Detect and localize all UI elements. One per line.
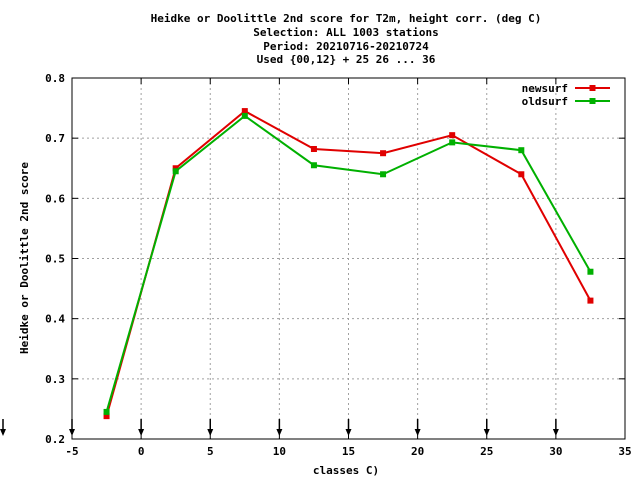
arrow-marker-head (345, 429, 352, 436)
legend-label-newsurf: newsurf (522, 82, 568, 95)
data-series (103, 108, 594, 420)
legend-label-oldsurf: oldsurf (522, 95, 568, 108)
y-tick-label: 0.3 (45, 373, 65, 386)
arrow-marker-head (138, 429, 145, 436)
x-tick-label: 0 (138, 445, 145, 458)
y-tick-label: 0.6 (45, 192, 65, 205)
x-tick-label: 35 (618, 445, 631, 458)
data-point-oldsurf (518, 147, 525, 154)
title-line-3: Period: 20210716-20210724 (263, 40, 429, 53)
arrow-marker-head (69, 429, 75, 436)
x-tick-label: 25 (480, 445, 493, 458)
data-point-newsurf (587, 297, 594, 304)
data-point-newsurf (172, 165, 179, 172)
x-tick-label: -5 (65, 445, 78, 458)
legend-marker-newsurf (589, 85, 596, 91)
arrow-marker-head (552, 429, 559, 436)
series-line-newsurf (105, 109, 592, 417)
data-point-oldsurf (172, 168, 179, 175)
y-axis-label: Heidke or Doolittle 2nd score (18, 162, 31, 354)
data-point-oldsurf (587, 268, 594, 275)
x-tick-label: 20 (411, 445, 424, 458)
data-point-newsurf (103, 413, 110, 420)
data-point-newsurf (241, 108, 248, 115)
title-line-1: Heidke or Doolittle 2nd score for T2m, h… (151, 12, 542, 25)
data-point-newsurf (380, 150, 387, 157)
arrow-marker-head (276, 429, 283, 436)
class-boundary-arrows (0, 419, 559, 436)
x-tick-label: 15 (342, 445, 355, 458)
series-line-oldsurf (105, 114, 592, 413)
arrow-marker-head (483, 429, 490, 436)
x-tick-label: 30 (549, 445, 562, 458)
x-tick-label: 5 (207, 445, 214, 458)
y-tick-label: 0.5 (45, 253, 65, 266)
arrow-marker-head (207, 429, 214, 436)
x-tick-label: 10 (273, 445, 286, 458)
axis-ticks: -5 0 5 10 15 20 25 30 35 0.2 0.3 0.4 0.5 0.6 0.7 0.8 (45, 72, 632, 458)
data-point-oldsurf (380, 171, 387, 178)
chart-title: Heidke or Doolittle 2nd score for T2m, h… (151, 12, 542, 66)
title-line-4: Used {00,12} + 25 26 ... 36 (257, 53, 436, 66)
data-point-newsurf (518, 171, 525, 178)
data-point-newsurf (449, 132, 456, 139)
grid-lines (72, 78, 625, 439)
title-line-2: Selection: ALL 1003 stations (253, 26, 438, 39)
y-tick-label: 0.2 (45, 433, 65, 446)
data-point-oldsurf (449, 139, 456, 146)
data-point-newsurf (310, 145, 317, 152)
y-tick-label: 0.4 (45, 313, 65, 326)
y-tick-label: 0.8 (45, 72, 65, 85)
x-axis-label: classes C) (313, 464, 379, 477)
data-point-oldsurf (241, 112, 248, 119)
arrow-marker-head (0, 429, 6, 436)
y-tick-label: 0.7 (45, 132, 65, 145)
legend-marker-oldsurf (589, 98, 596, 104)
data-point-oldsurf (103, 408, 110, 415)
arrow-marker-head (414, 429, 421, 436)
data-point-oldsurf (310, 162, 317, 169)
